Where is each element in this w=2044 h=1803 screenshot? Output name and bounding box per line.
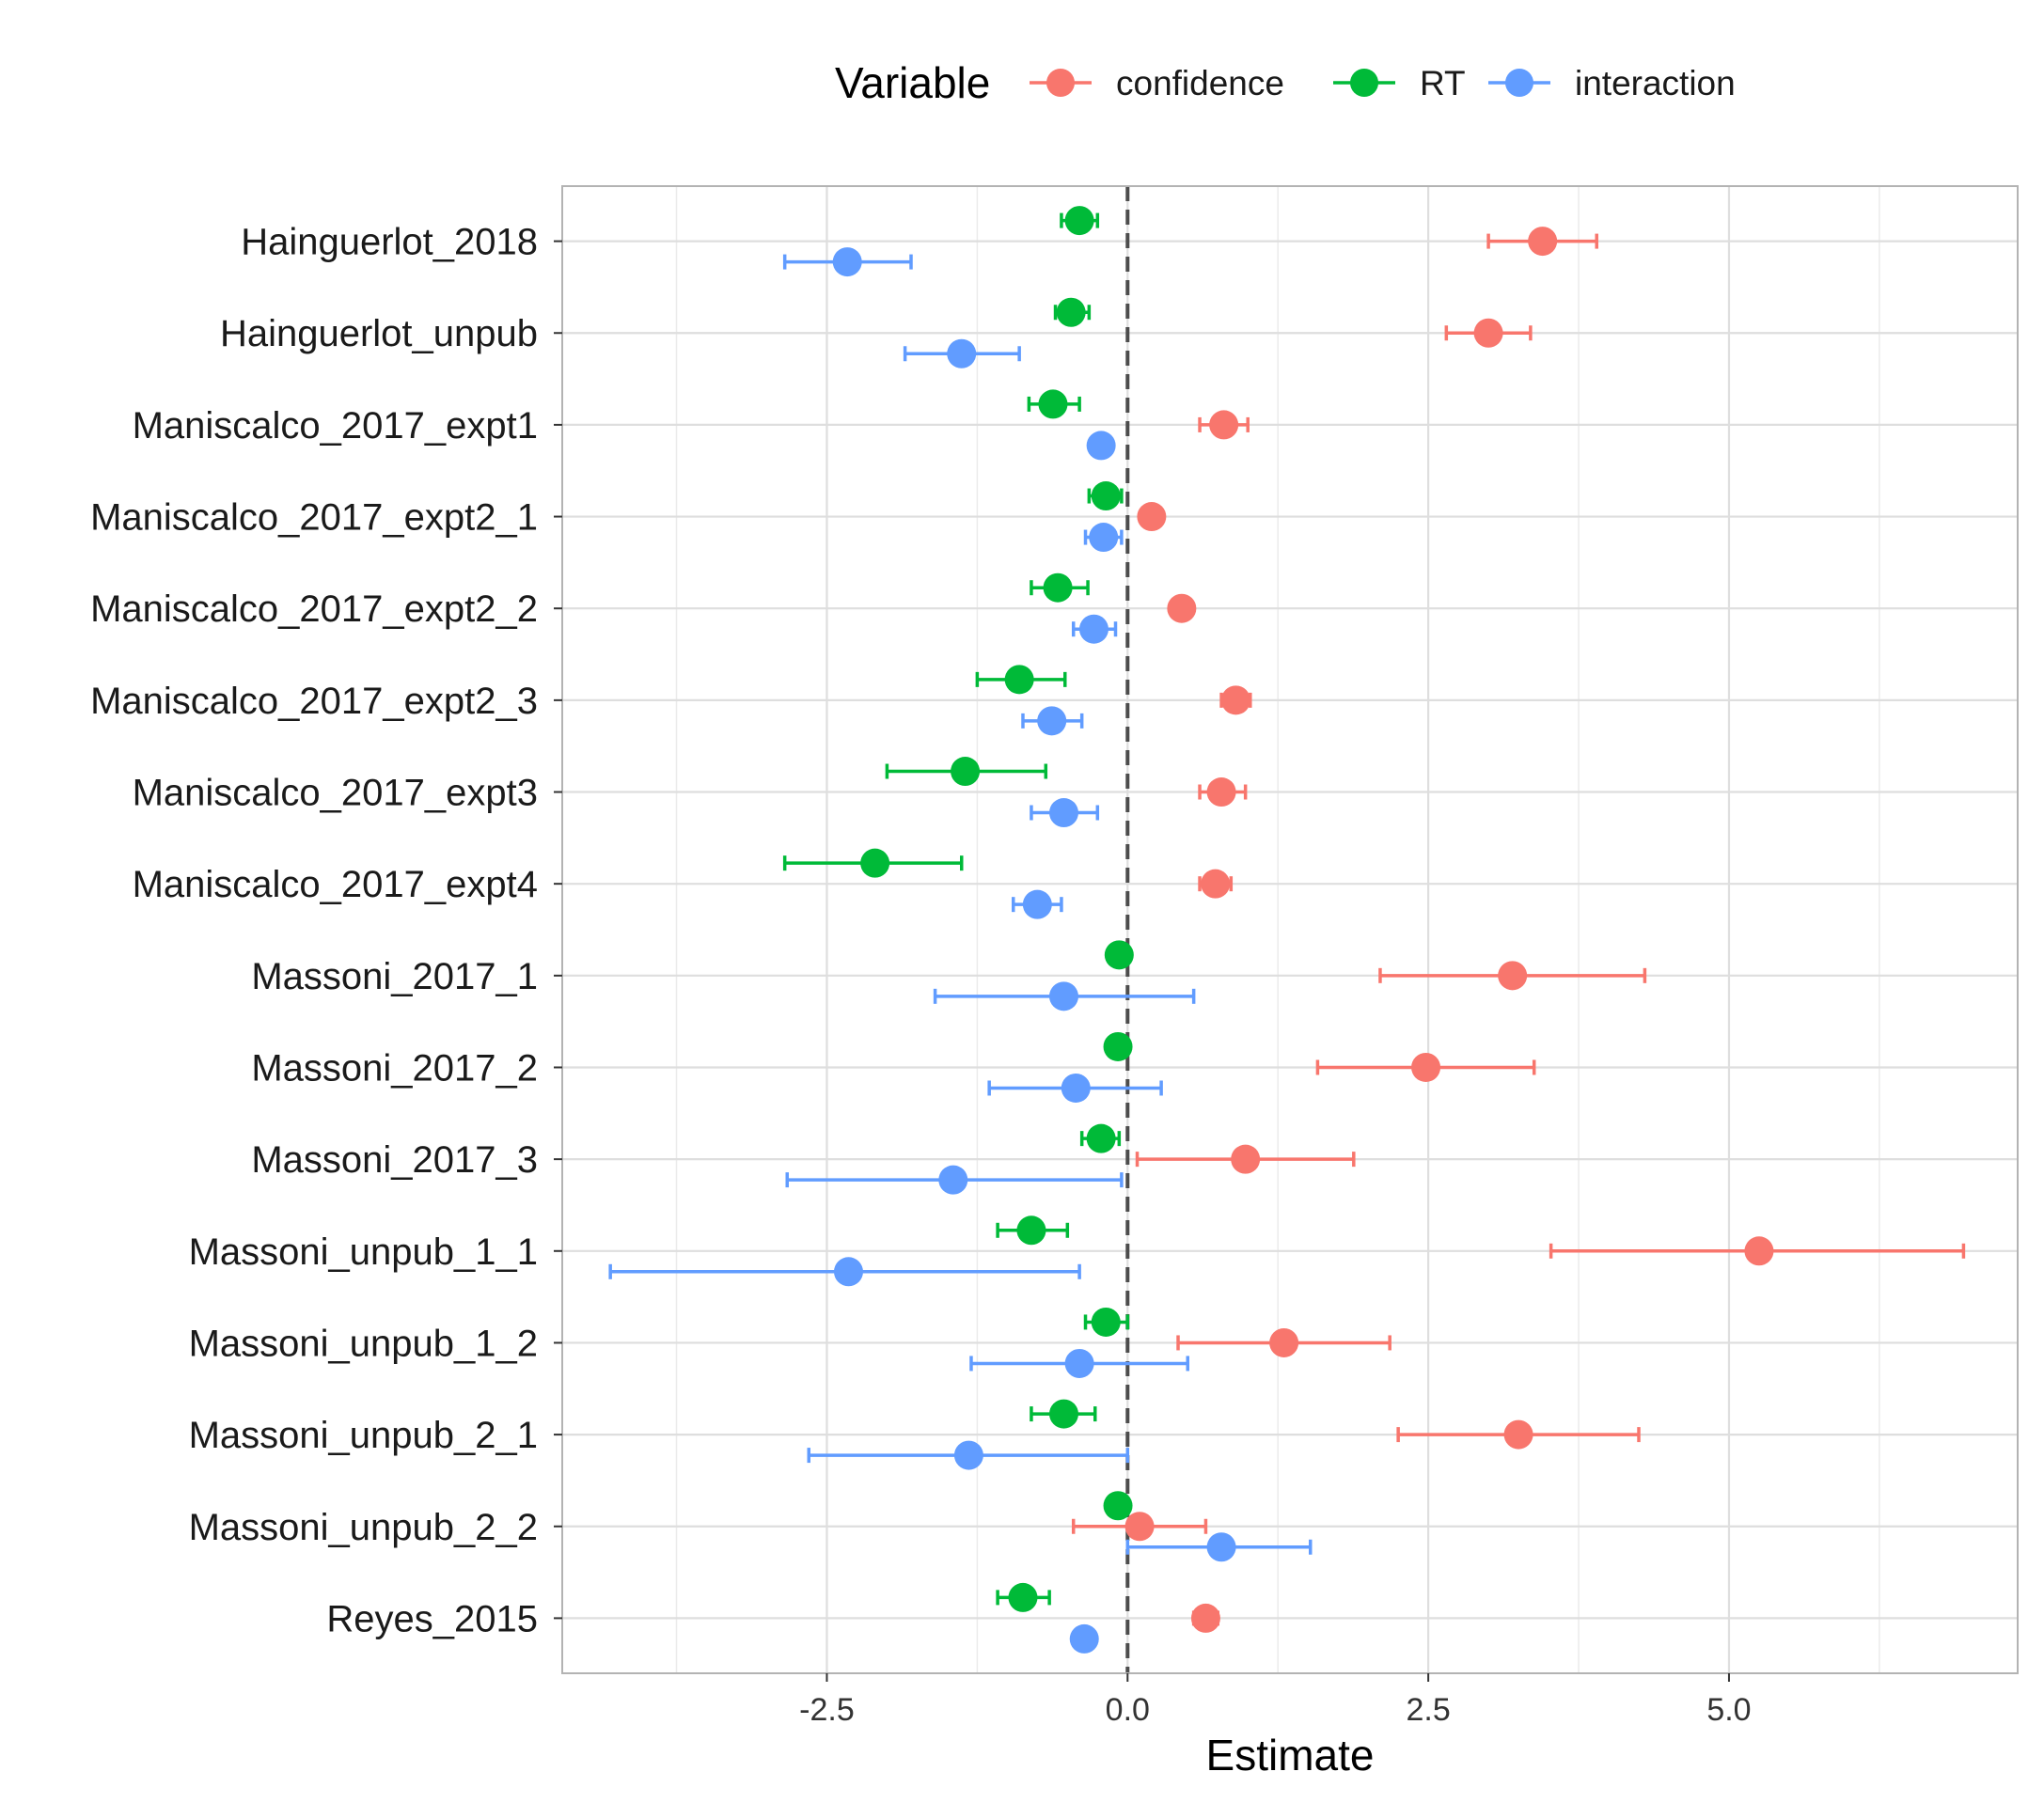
point-confidence — [1137, 502, 1167, 532]
legend-label-RT: RT — [1420, 64, 1466, 102]
point-interaction — [1022, 889, 1052, 919]
point-RT — [1038, 389, 1068, 419]
study-label: Maniscalco_2017_expt2_3 — [90, 681, 538, 722]
x-tick-label: 5.0 — [1706, 1692, 1751, 1728]
point-interaction — [1069, 1623, 1099, 1654]
legend-key-point-interaction — [1505, 69, 1533, 97]
point-interaction — [1206, 1532, 1236, 1562]
point-confidence — [1411, 1052, 1441, 1082]
point-confidence — [1498, 961, 1528, 991]
legend: Variable confidence RT interaction — [835, 58, 1736, 107]
panel-border — [561, 185, 2019, 1674]
legend-title: Variable — [835, 58, 990, 107]
point-interaction — [1064, 1348, 1094, 1378]
study-label: Maniscalco_2017_expt2_2 — [90, 588, 538, 630]
point-interaction — [1061, 1073, 1091, 1103]
study-label: Maniscalco_2017_expt1 — [133, 405, 538, 447]
study-labels: Hainguerlot_2018 Hainguerlot_unpub Manisca… — [90, 222, 562, 1639]
data-marks — [608, 206, 1966, 1654]
study-label: Hainguerlot_unpub — [220, 313, 538, 354]
point-confidence — [1528, 227, 1558, 257]
point-interaction — [1048, 798, 1078, 828]
point-confidence — [1231, 1144, 1261, 1174]
x-tick-label: 0.0 — [1106, 1692, 1150, 1728]
point-RT — [1103, 1031, 1133, 1061]
study-label: Massoni_unpub_1_1 — [189, 1231, 538, 1273]
study-label: Massoni_2017_2 — [251, 1047, 538, 1089]
x-axis-ticks: -2.5 0.0 2.5 5.0 — [799, 1673, 1752, 1728]
point-RT — [1008, 1582, 1038, 1612]
study-label: Reyes_2015 — [326, 1598, 538, 1639]
study-label: Maniscalco_2017_expt4 — [133, 864, 538, 905]
point-RT — [1016, 1215, 1046, 1246]
study-label: Maniscalco_2017_expt3 — [133, 773, 538, 814]
study-label: Massoni_2017_1 — [251, 956, 538, 997]
point-interaction — [1078, 614, 1108, 644]
point-interaction — [1048, 981, 1078, 1011]
point-confidence — [1201, 869, 1231, 899]
legend-label-interaction: interaction — [1575, 64, 1736, 102]
point-confidence — [1167, 593, 1197, 623]
point-RT — [1086, 1123, 1116, 1153]
point-RT — [1004, 665, 1034, 695]
study-label: Hainguerlot_2018 — [241, 222, 538, 263]
study-label: Massoni_unpub_1_2 — [189, 1323, 538, 1364]
point-RT — [1103, 1491, 1133, 1521]
legend-key-point-confidence — [1046, 69, 1075, 97]
point-interaction — [1086, 431, 1116, 461]
study-label: Massoni_unpub_2_1 — [189, 1415, 538, 1456]
point-RT — [1104, 940, 1134, 970]
point-RT — [1056, 297, 1086, 327]
x-tick-label: -2.5 — [799, 1692, 855, 1728]
point-RT — [1064, 206, 1094, 236]
point-confidence — [1124, 1512, 1155, 1542]
legend-key-point-RT — [1350, 69, 1378, 97]
point-confidence — [1473, 318, 1503, 348]
point-confidence — [1206, 777, 1236, 807]
point-confidence — [1269, 1327, 1299, 1357]
x-tick-label: 2.5 — [1406, 1692, 1450, 1728]
grid — [562, 186, 2018, 1673]
point-confidence — [1220, 685, 1250, 715]
legend-label-confidence: confidence — [1116, 64, 1284, 102]
study-label: Maniscalco_2017_expt2_1 — [90, 497, 538, 539]
point-confidence — [1209, 410, 1239, 440]
point-RT — [1091, 1307, 1121, 1337]
point-RT — [1091, 481, 1121, 511]
point-interaction — [953, 1440, 983, 1470]
point-RT — [1043, 572, 1073, 603]
point-confidence — [1503, 1419, 1533, 1450]
point-RT — [1048, 1399, 1078, 1429]
point-confidence — [1744, 1236, 1774, 1266]
point-interaction — [947, 338, 977, 368]
study-label: Massoni_unpub_2_2 — [189, 1507, 538, 1548]
point-interaction — [1089, 523, 1119, 553]
study-label: Massoni_2017_3 — [251, 1139, 538, 1181]
x-axis-title: Estimate — [1206, 1731, 1375, 1779]
point-RT — [860, 848, 890, 878]
point-interaction — [832, 247, 862, 277]
point-interaction — [938, 1165, 968, 1195]
point-RT — [951, 757, 981, 787]
point-interaction — [1037, 706, 1067, 736]
point-interaction — [833, 1257, 863, 1287]
point-confidence — [1190, 1603, 1220, 1633]
